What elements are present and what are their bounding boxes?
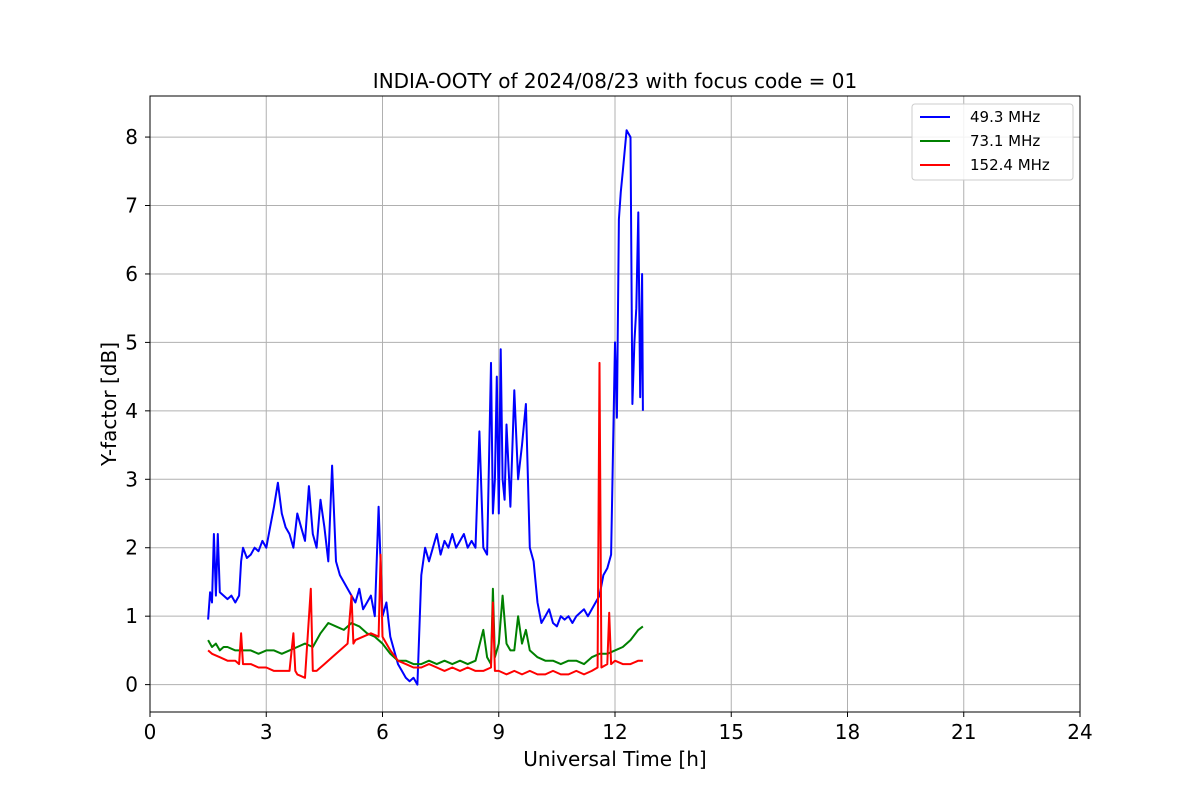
x-tick-label: 24	[1067, 720, 1092, 744]
legend-box	[911, 103, 1074, 181]
y-tick-label: 7	[125, 194, 138, 218]
y-axis-label: Y-factor [dB]	[97, 342, 121, 467]
legend-label-0: 49.3 MHz	[970, 108, 1040, 126]
x-axis-label: Universal Time [h]	[523, 747, 706, 771]
y-tick-label: 3	[125, 467, 138, 491]
x-tick-label: 3	[260, 720, 273, 744]
y-tick-label: 1	[125, 604, 138, 628]
legend-label-2: 152.4 MHz	[970, 156, 1050, 174]
y-tick-label: 8	[125, 125, 138, 149]
y-tick-label: 0	[125, 673, 138, 697]
series-line-2	[207, 361, 643, 679]
x-tick-label: 9	[492, 720, 505, 744]
legend-label-1: 73.1 MHz	[970, 132, 1040, 150]
x-tick-label: 18	[835, 720, 860, 744]
chart-title: INDIA-OOTY of 2024/08/23 with focus code…	[373, 69, 857, 93]
series-line-0	[207, 129, 644, 686]
x-tick-label: 15	[719, 720, 744, 744]
x-tick-label: 0	[144, 720, 157, 744]
x-tick-label: 21	[951, 720, 976, 744]
legend: 49.3 MHz 73.1 MHz 152.4 MHz	[911, 103, 1074, 181]
y-tick-label: 4	[125, 399, 138, 423]
x-tick-label: 12	[602, 720, 627, 744]
series-line-1	[207, 587, 644, 666]
y-tick-label: 2	[125, 536, 138, 560]
y-tick-label: 6	[125, 262, 138, 286]
x-tick-label: 6	[376, 720, 389, 744]
y-tick-label: 5	[125, 330, 138, 354]
